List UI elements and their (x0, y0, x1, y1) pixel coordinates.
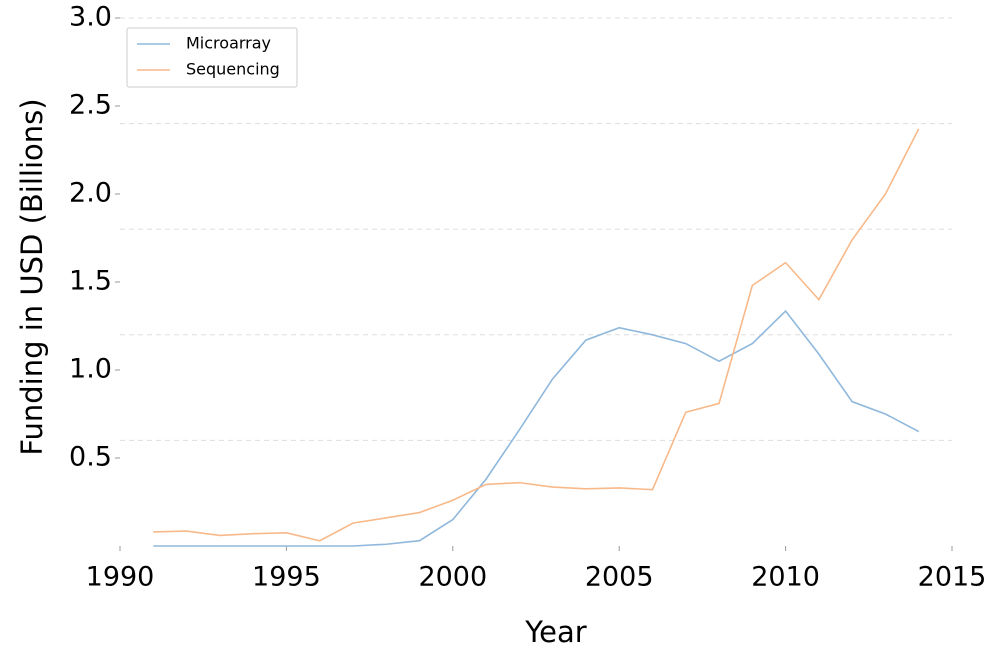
y-axis-label: Funding in USD (Billions) (15, 98, 49, 455)
legend-label: Microarray (186, 34, 271, 53)
x-tick-label: 2005 (585, 562, 654, 593)
y-tick-label: 2.0 (69, 178, 112, 209)
x-tick-label: 2000 (418, 562, 487, 593)
y-tick-label: 3.0 (69, 2, 112, 33)
x-tick-label: 1990 (86, 562, 155, 593)
x-axis-label: Year (524, 615, 586, 649)
legend-label: Sequencing (186, 60, 280, 79)
legend-box (126, 27, 298, 88)
legend: Microarray Sequencing (126, 27, 298, 88)
y-tick-label: 2.5 (69, 90, 112, 121)
line (153, 128, 920, 542)
y-tick-label: 1.5 (69, 266, 112, 297)
x-tick-label: 2010 (751, 562, 820, 593)
x-tick-label: 1995 (252, 562, 321, 593)
y-tick-label: 1.0 (69, 354, 112, 385)
x-tick-label: 2015 (918, 562, 987, 593)
line (153, 309, 920, 547)
y-tick-label: 0.5 (69, 442, 112, 473)
